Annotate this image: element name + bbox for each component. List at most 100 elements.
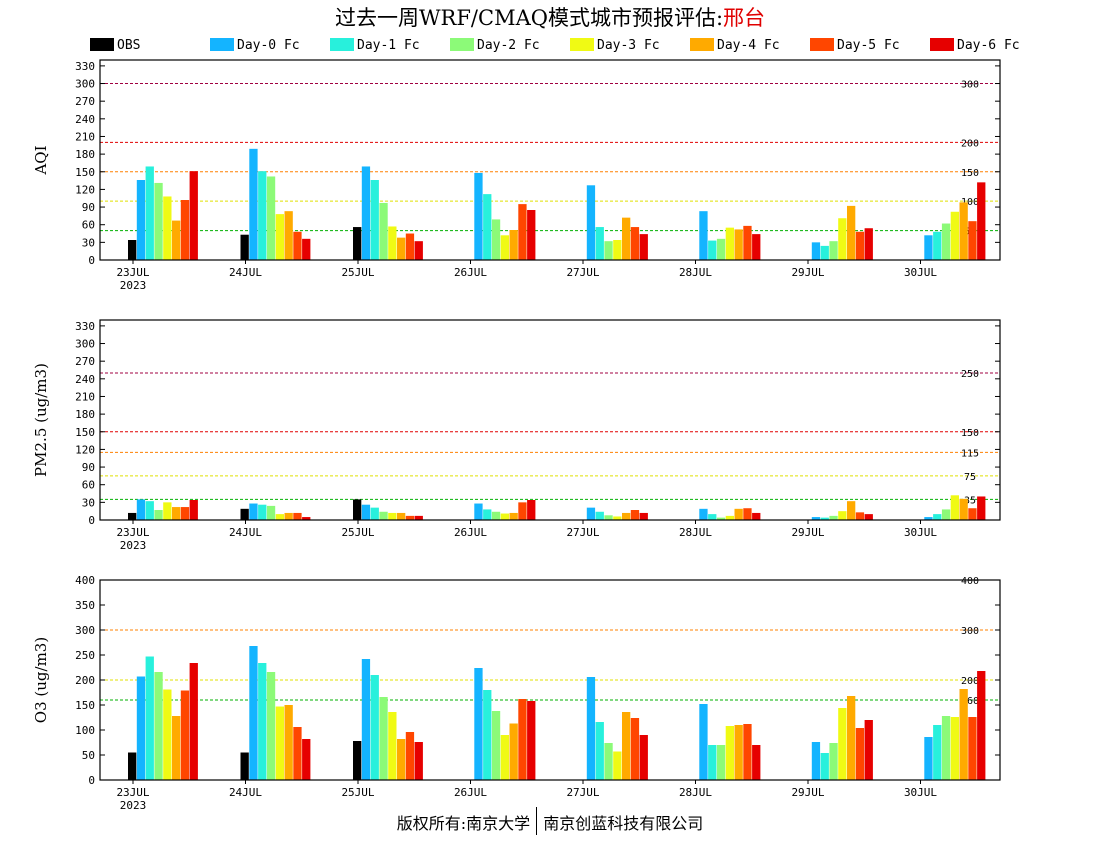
x-tick-label: 29JUL bbox=[791, 786, 824, 799]
bar-aqi-24jul-s4 bbox=[275, 214, 284, 260]
y-axis-label: AQI bbox=[32, 145, 50, 175]
x-tick-label: 24JUL bbox=[229, 786, 262, 799]
bar-pm25-28jul-s7 bbox=[752, 512, 761, 520]
bar-o3-30jul-s2 bbox=[933, 725, 942, 780]
bar-pm25-24jul-s0 bbox=[240, 508, 249, 520]
bar-o3-28jul-s1 bbox=[699, 704, 708, 780]
y-tick-label: 30 bbox=[82, 496, 95, 509]
bar-pm25-25jul-s0 bbox=[353, 499, 362, 520]
city-name: 邢台 bbox=[723, 6, 766, 30]
bar-o3-27jul-s7 bbox=[639, 735, 648, 780]
bar-pm25-24jul-s1 bbox=[249, 503, 258, 520]
bar-pm25-24jul-s7 bbox=[302, 517, 311, 520]
bar-aqi-23jul-s3 bbox=[154, 182, 163, 260]
x-tick-label: 28JUL bbox=[679, 266, 712, 279]
threshold-label: 200 bbox=[961, 138, 979, 149]
bar-aqi-27jul-s5 bbox=[622, 217, 631, 260]
bar-aqi-24jul-s1 bbox=[249, 148, 258, 260]
bar-pm25-25jul-s7 bbox=[414, 515, 423, 520]
bar-o3-28jul-s7 bbox=[752, 745, 761, 780]
bar-aqi-26jul-s5 bbox=[509, 230, 518, 260]
y-tick-label: 150 bbox=[75, 426, 95, 439]
x-tick-label: 29JUL bbox=[791, 266, 824, 279]
bar-aqi-24jul-s7 bbox=[302, 238, 311, 260]
bar-o3-27jul-s3 bbox=[604, 743, 613, 780]
bar-o3-27jul-s1 bbox=[586, 677, 596, 780]
threshold-label: 115 bbox=[961, 448, 979, 459]
y-tick-label: 150 bbox=[75, 699, 95, 712]
bar-o3-29jul-s2 bbox=[820, 753, 829, 780]
bar-o3-23jul-s4 bbox=[163, 689, 172, 780]
bar-aqi-23jul-s2 bbox=[145, 166, 154, 260]
x-tick-label: 28JUL bbox=[679, 786, 712, 799]
bar-aqi-27jul-s3 bbox=[604, 241, 613, 260]
bar-pm25-28jul-s2 bbox=[708, 514, 717, 520]
y-tick-label: 240 bbox=[75, 113, 95, 126]
footer-right: 南京创蓝科技有限公司 bbox=[543, 814, 704, 833]
bar-aqi-24jul-s5 bbox=[284, 211, 293, 260]
bar-pm25-27jul-s1 bbox=[586, 507, 596, 520]
threshold-label: 35 bbox=[964, 495, 976, 506]
bar-aqi-24jul-s3 bbox=[266, 176, 276, 260]
bar-pm25-25jul-s5 bbox=[397, 512, 406, 520]
bar-o3-30jul-s4 bbox=[950, 717, 959, 780]
legend-label-7: Day-6 Fc bbox=[957, 38, 1020, 53]
bar-pm25-30jul-s7 bbox=[977, 496, 986, 520]
x-year-label: 2023 bbox=[120, 279, 147, 292]
bar-pm25-30jul-s2 bbox=[933, 514, 942, 520]
y-tick-label: 0 bbox=[88, 514, 95, 527]
threshold-label: 150 bbox=[961, 168, 979, 179]
bar-aqi-25jul-s5 bbox=[397, 237, 406, 260]
bar-pm25-29jul-s5 bbox=[847, 501, 856, 520]
y-axis-label: O3 (ug/m3) bbox=[32, 637, 50, 723]
bar-aqi-27jul-s6 bbox=[630, 227, 640, 260]
bar-o3-24jul-s4 bbox=[275, 706, 284, 780]
bar-o3-26jul-s6 bbox=[518, 699, 527, 780]
legend: OBS Day-0 Fc Day-1 Fc Day-2 Fc Day-3 Fc Day-4… bbox=[90, 38, 1020, 53]
footer-left: 版权所有:南京大学 bbox=[396, 814, 531, 833]
bar-pm25-26jul-s1 bbox=[474, 503, 483, 520]
x-tick-label: 26JUL bbox=[454, 786, 487, 799]
bar-pm25-27jul-s2 bbox=[595, 511, 604, 520]
bar-aqi-25jul-s1 bbox=[361, 166, 371, 260]
bar-o3-23jul-s7 bbox=[189, 663, 198, 780]
y-tick-label: 350 bbox=[75, 599, 95, 612]
bar-pm25-29jul-s3 bbox=[829, 515, 838, 520]
chart-panel-0: 5010015020030023JUL202324JUL25JUL26JUL27… bbox=[32, 59, 1001, 292]
bar-o3-24jul-s7 bbox=[302, 739, 311, 780]
bar-pm25-23jul-s5 bbox=[172, 507, 181, 520]
legend-label-0: OBS bbox=[117, 38, 140, 53]
bar-pm25-24jul-s5 bbox=[284, 512, 293, 520]
y-tick-label: 90 bbox=[82, 201, 95, 214]
bar-aqi-27jul-s1 bbox=[586, 185, 596, 260]
bar-aqi-26jul-s3 bbox=[491, 219, 501, 260]
bar-o3-25jul-s1 bbox=[361, 659, 371, 780]
y-tick-label: 210 bbox=[75, 390, 95, 403]
bar-o3-25jul-s3 bbox=[379, 697, 388, 780]
bar-pm25-29jul-s2 bbox=[820, 517, 829, 520]
threshold-label: 200 bbox=[961, 676, 979, 687]
bar-pm25-25jul-s4 bbox=[388, 512, 397, 520]
bar-pm25-27jul-s7 bbox=[639, 512, 648, 520]
bar-aqi-24jul-s2 bbox=[258, 171, 267, 260]
x-tick-label: 24JUL bbox=[229, 526, 262, 539]
x-tick-label: 27JUL bbox=[566, 266, 599, 279]
bar-aqi-29jul-s4 bbox=[838, 218, 847, 260]
bar-aqi-26jul-s1 bbox=[474, 172, 483, 260]
y-tick-label: 200 bbox=[75, 674, 95, 687]
bar-o3-27jul-s4 bbox=[613, 751, 622, 780]
legend-swatch-3 bbox=[450, 38, 474, 51]
x-tick-label: 30JUL bbox=[904, 266, 937, 279]
x-tick-label: 30JUL bbox=[904, 526, 937, 539]
page-title: 过去一周WRF/CMAQ模式城市预报评估:邢台 bbox=[0, 2, 1100, 32]
threshold-label: 150 bbox=[961, 428, 979, 439]
bar-pm25-26jul-s2 bbox=[483, 509, 492, 520]
bar-aqi-25jul-s7 bbox=[414, 241, 423, 260]
bar-o3-30jul-s7 bbox=[977, 671, 986, 780]
bar-o3-27jul-s2 bbox=[595, 722, 604, 780]
bar-pm25-29jul-s7 bbox=[864, 514, 873, 520]
threshold-label: 400 bbox=[961, 576, 979, 587]
bar-pm25-28jul-s5 bbox=[734, 508, 743, 520]
